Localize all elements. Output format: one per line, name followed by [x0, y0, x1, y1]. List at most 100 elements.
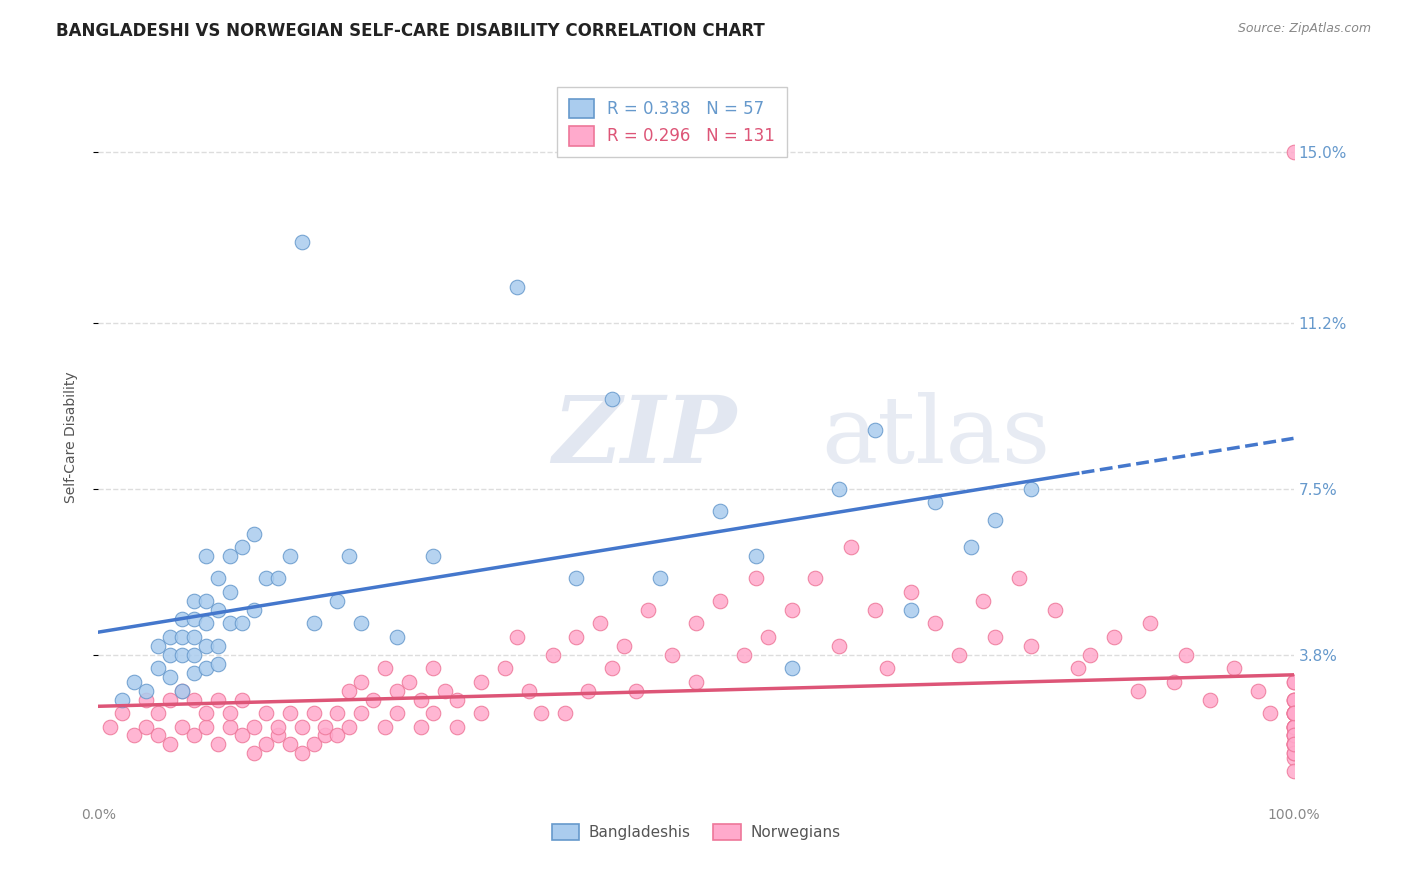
- Point: [278, 549, 301, 563]
- Point: [841, 540, 863, 554]
- Point: [589, 616, 612, 631]
- Point: [733, 648, 755, 662]
- Point: [183, 665, 205, 680]
- Point: [1282, 145, 1305, 160]
- Point: [254, 571, 277, 585]
- Point: [135, 683, 157, 698]
- Point: [111, 692, 134, 706]
- Point: [350, 616, 373, 631]
- Point: [231, 729, 253, 743]
- Point: [195, 661, 218, 675]
- Point: [231, 540, 253, 554]
- Y-axis label: Self-Care Disability: Self-Care Disability: [63, 371, 77, 503]
- Point: [385, 706, 409, 720]
- Point: [350, 706, 373, 720]
- Point: [1282, 706, 1305, 720]
- Point: [159, 738, 181, 752]
- Point: [207, 738, 229, 752]
- Point: [411, 692, 433, 706]
- Point: [506, 630, 529, 644]
- Point: [385, 683, 409, 698]
- Point: [98, 719, 122, 733]
- Point: [291, 719, 314, 733]
- Point: [183, 692, 205, 706]
- Point: [565, 630, 588, 644]
- Point: [494, 661, 516, 675]
- Point: [530, 706, 553, 720]
- Point: [1282, 729, 1305, 743]
- Point: [1282, 747, 1305, 761]
- Point: [172, 683, 194, 698]
- Point: [1282, 738, 1305, 752]
- Point: [1282, 738, 1305, 752]
- Point: [207, 639, 229, 653]
- Point: [195, 719, 218, 733]
- Point: [207, 571, 229, 585]
- Point: [1199, 692, 1222, 706]
- Point: [709, 504, 731, 518]
- Point: [195, 549, 218, 563]
- Point: [219, 616, 242, 631]
- Point: [124, 674, 146, 689]
- Point: [124, 729, 146, 743]
- Point: [1282, 674, 1305, 689]
- Point: [602, 392, 624, 406]
- Point: [745, 549, 768, 563]
- Point: [172, 612, 194, 626]
- Point: [326, 706, 349, 720]
- Point: [195, 706, 218, 720]
- Point: [172, 683, 194, 698]
- Legend: Bangladeshis, Norwegians: Bangladeshis, Norwegians: [546, 817, 846, 847]
- Point: [756, 630, 779, 644]
- Point: [972, 594, 994, 608]
- Point: [159, 692, 181, 706]
- Point: [948, 648, 970, 662]
- Point: [804, 571, 827, 585]
- Point: [243, 603, 266, 617]
- Point: [1282, 764, 1305, 779]
- Point: [900, 585, 922, 599]
- Point: [207, 692, 229, 706]
- Point: [278, 738, 301, 752]
- Point: [554, 706, 576, 720]
- Point: [291, 235, 314, 249]
- Point: [315, 719, 337, 733]
- Point: [207, 603, 229, 617]
- Point: [1282, 729, 1305, 743]
- Point: [685, 674, 707, 689]
- Text: BANGLADESHI VS NORWEGIAN SELF-CARE DISABILITY CORRELATION CHART: BANGLADESHI VS NORWEGIAN SELF-CARE DISAB…: [56, 22, 765, 40]
- Point: [446, 692, 468, 706]
- Point: [517, 683, 540, 698]
- Point: [1282, 719, 1305, 733]
- Point: [148, 661, 170, 675]
- Point: [613, 639, 636, 653]
- Point: [1019, 482, 1042, 496]
- Point: [183, 648, 205, 662]
- Point: [506, 279, 529, 293]
- Point: [374, 719, 396, 733]
- Point: [267, 571, 290, 585]
- Point: [924, 616, 946, 631]
- Point: [219, 549, 242, 563]
- Point: [231, 692, 253, 706]
- Point: [148, 706, 170, 720]
- Point: [1247, 683, 1270, 698]
- Point: [1282, 706, 1305, 720]
- Point: [183, 630, 205, 644]
- Point: [411, 719, 433, 733]
- Point: [159, 630, 181, 644]
- Point: [183, 729, 205, 743]
- Point: [1282, 738, 1305, 752]
- Point: [195, 616, 218, 631]
- Point: [339, 549, 361, 563]
- Point: [422, 549, 444, 563]
- Point: [422, 706, 444, 720]
- Point: [267, 719, 290, 733]
- Point: [339, 719, 361, 733]
- Point: [339, 683, 361, 698]
- Point: [1019, 639, 1042, 653]
- Point: [602, 661, 624, 675]
- Point: [578, 683, 600, 698]
- Point: [565, 571, 588, 585]
- Point: [1104, 630, 1126, 644]
